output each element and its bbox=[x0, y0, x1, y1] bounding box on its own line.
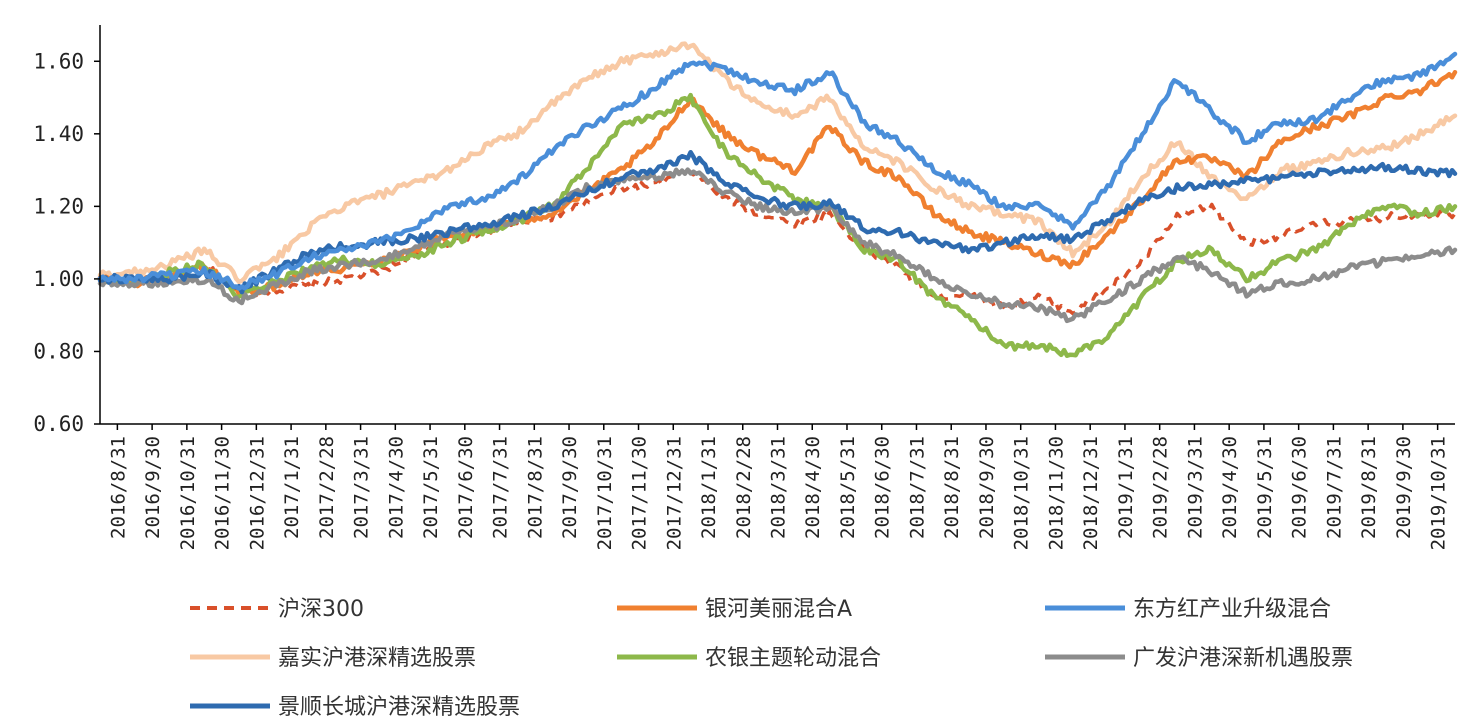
x-tick-label: 2016/12/31 bbox=[246, 436, 268, 550]
series-line-3 bbox=[97, 41, 1458, 285]
series-group bbox=[97, 41, 1458, 358]
y-tick-label: 1.40 bbox=[33, 122, 84, 146]
x-tick-label: 2017/7/31 bbox=[490, 436, 512, 539]
legend-item: 银河美丽混合A bbox=[617, 597, 852, 622]
legend-item: 嘉实沪港深精选股票 bbox=[190, 646, 476, 671]
x-tick-label: 2019/6/30 bbox=[1289, 436, 1311, 539]
x-tick-label: 2017/6/30 bbox=[455, 436, 477, 539]
x-tick-label: 2019/2/28 bbox=[1150, 436, 1172, 539]
legend-label: 嘉实沪港深精选股票 bbox=[278, 646, 476, 671]
x-tick-label: 2017/12/31 bbox=[663, 436, 685, 550]
x-tick-label: 2017/9/30 bbox=[559, 436, 581, 539]
legend-item: 农银主题轮动混合 bbox=[617, 646, 881, 671]
y-tick-label: 0.80 bbox=[33, 339, 84, 363]
x-tick-label: 2019/7/31 bbox=[1323, 436, 1345, 539]
x-tick-label: 2018/8/31 bbox=[941, 436, 963, 539]
x-tick-label: 2019/1/31 bbox=[1115, 436, 1137, 539]
x-tick-label: 2016/8/31 bbox=[107, 436, 129, 539]
series-line-4 bbox=[97, 92, 1458, 358]
x-tick-label: 2017/1/31 bbox=[281, 436, 303, 539]
legend-label: 银河美丽混合A bbox=[705, 597, 852, 622]
x-tick-label: 2018/12/31 bbox=[1080, 436, 1102, 550]
x-tick-label: 2017/5/31 bbox=[420, 436, 442, 539]
y-tick-label: 1.20 bbox=[33, 194, 84, 218]
y-tick-label: 1.60 bbox=[33, 49, 84, 73]
y-tick-label: 0.60 bbox=[33, 412, 84, 436]
x-tick-label: 2018/2/28 bbox=[733, 436, 755, 539]
x-tick-label: 2016/10/31 bbox=[177, 436, 199, 550]
legend-item: 景顺长城沪港深精选股票 bbox=[190, 695, 520, 720]
x-tick-label: 2018/9/30 bbox=[976, 436, 998, 539]
x-tick-label: 2017/3/31 bbox=[351, 436, 373, 539]
legend-item: 沪深300 bbox=[190, 597, 364, 622]
x-tick-label: 2017/10/31 bbox=[594, 436, 616, 550]
y-tick-label: 1.00 bbox=[33, 267, 84, 291]
legend-label: 农银主题轮动混合 bbox=[705, 646, 881, 671]
legend-label: 东方红产业升级混合 bbox=[1133, 597, 1331, 622]
x-tick-label: 2018/4/30 bbox=[802, 436, 824, 539]
x-tick-label: 2017/11/30 bbox=[629, 436, 651, 550]
legend-label: 广发沪港深新机遇股票 bbox=[1133, 646, 1353, 671]
axes: 0.60 0.80 1.00 1.20 1.40 1.60 2016/8/31 2016/9/… bbox=[33, 25, 1455, 550]
x-tick-label: 2018/3/31 bbox=[768, 436, 790, 539]
x-tick-label: 2018/1/31 bbox=[698, 436, 720, 539]
x-tick-label: 2019/3/31 bbox=[1184, 436, 1206, 539]
x-tick-label: 2018/10/31 bbox=[1011, 436, 1033, 550]
x-tick-label: 2019/8/31 bbox=[1358, 436, 1380, 539]
x-tick-label: 2019/4/30 bbox=[1219, 436, 1241, 539]
x-tick-label: 2018/5/31 bbox=[837, 436, 859, 539]
x-tick-label: 2017/8/31 bbox=[524, 436, 546, 539]
series-line-2 bbox=[97, 51, 1458, 291]
legend-label: 景顺长城沪港深精选股票 bbox=[278, 695, 520, 720]
x-tick-label: 2018/11/30 bbox=[1045, 436, 1067, 550]
legend-item: 广发沪港深新机遇股票 bbox=[1045, 646, 1353, 671]
x-tick-label: 2019/9/30 bbox=[1393, 436, 1415, 539]
x-tick-label: 2016/9/30 bbox=[142, 436, 164, 539]
x-tick-label: 2016/11/30 bbox=[212, 436, 234, 550]
x-tick-label: 2019/5/31 bbox=[1254, 436, 1276, 539]
x-tick-label: 2019/10/31 bbox=[1428, 436, 1450, 550]
x-tick-label: 2017/4/30 bbox=[385, 436, 407, 539]
legend-item: 东方红产业升级混合 bbox=[1045, 597, 1331, 622]
legend-label: 沪深300 bbox=[278, 597, 364, 622]
x-tick-label: 2018/7/31 bbox=[906, 436, 928, 539]
series-line-5 bbox=[97, 167, 1458, 324]
x-tick-label: 2017/2/28 bbox=[316, 436, 338, 539]
series-line-6 bbox=[97, 149, 1458, 295]
x-tick-label: 2018/6/30 bbox=[872, 436, 894, 539]
series-line-0 bbox=[98, 165, 1457, 316]
